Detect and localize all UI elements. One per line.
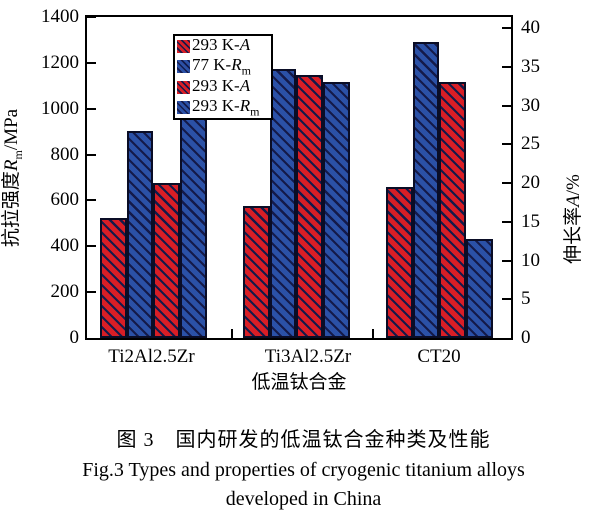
plot-area (87, 16, 511, 338)
legend-swatch-red-hatch (177, 80, 190, 94)
left-axis-tick (87, 291, 96, 294)
left-axis-tick-label: 1200 (41, 51, 79, 73)
left-axis-tick (87, 107, 96, 110)
left-axis-tick (87, 199, 96, 202)
right-axis-tick-label: 10 (521, 249, 540, 271)
legend-item: 77 K-Rm (175, 55, 271, 78)
bar-CT20-293K-Rm (466, 239, 493, 338)
x-category-label-Ti2Al2.5Zr: Ti2Al2.5Zr (108, 346, 195, 367)
right-axis-tick-label: 30 (521, 94, 540, 116)
right-axis-tick-label: 35 (521, 55, 540, 77)
legend-swatch-blue-hatch (177, 60, 190, 74)
right-axis-tick (502, 182, 511, 184)
legend-label: 77 K-Rm (192, 55, 251, 78)
legend-label: 293 K-A (192, 34, 251, 54)
left-axis-tick-label: 600 (50, 189, 80, 211)
left-axis-tick-label: 0 (69, 327, 80, 348)
legend-item: 293 K-A (175, 75, 271, 98)
right-axis-tick-label: 5 (521, 288, 531, 310)
bar-CT20-77K-Rm (412, 42, 440, 338)
legend-item: 293 K-A (175, 34, 271, 57)
bar-Ti2Al2.5Zr-293K-A (153, 183, 181, 338)
left-axis-tick-label: 1400 (41, 6, 79, 27)
right-axis-tick-label: 15 (521, 210, 540, 232)
plot-frame: 293 K-A 77 K-Rm 293 K-A 293 K-Rm (85, 15, 513, 340)
bar-Ti3Al2.5Zr-293K-A (296, 74, 324, 338)
caption-chinese: 图 3 国内研发的低温钛合金种类及性能 (116, 429, 491, 451)
legend-item: 293 K-Rm (175, 96, 271, 119)
left-axis-tick-label: 400 (50, 235, 80, 257)
left-axis-tick-label: 800 (50, 143, 80, 165)
right-axis-tick-label: 20 (521, 172, 540, 193)
legend-label: 293 K-A (192, 75, 251, 95)
right-axis-tick (502, 65, 511, 68)
left-axis-tick-label: 200 (50, 281, 80, 303)
caption-english-line1: Fig.3 Types and properties of cryogenic … (82, 459, 525, 481)
bar-Ti3Al2.5Zr-293K-A (243, 206, 270, 338)
right-axis-tick-label: 0 (521, 327, 531, 348)
caption-english-line2: developed in China (225, 488, 382, 510)
right-axis-tick-label: 25 (521, 133, 540, 155)
left-axis-tick (87, 153, 96, 156)
left-axis-tick (87, 245, 96, 248)
bar-Ti2Al2.5Zr-293K-A (100, 217, 127, 338)
legend-label: 293 K-Rm (192, 96, 260, 119)
right-axis-tick-label: 40 (521, 17, 540, 38)
bar-Ti3Al2.5Zr-293K-Rm (323, 82, 350, 338)
bar-Ti2Al2.5Zr-77K-Rm (126, 130, 154, 338)
left-axis-tick-label: 1000 (41, 97, 79, 119)
right-axis-tick (502, 143, 511, 146)
x-category-label-Ti3Al2.5Zr: Ti3Al2.5Zr (264, 346, 352, 367)
x-axis-tick (372, 329, 374, 338)
right-axis-tick (502, 104, 511, 107)
legend-swatch-blue-hatch (177, 101, 190, 115)
right-axis-tick (502, 220, 511, 223)
legend: 293 K-A 77 K-Rm 293 K-A 293 K-Rm (173, 34, 273, 120)
x-axis-tick (231, 329, 233, 338)
bar-CT20-293K-A (439, 82, 467, 338)
right-axis-tick (502, 259, 511, 262)
right-axis-tick (502, 27, 511, 29)
right-axis-tick (502, 298, 511, 301)
x-category-label-CT20: CT20 (417, 346, 461, 367)
legend-swatch-red-hatch (177, 39, 190, 53)
bar-Ti3Al2.5Zr-77K-Rm (269, 68, 297, 338)
x-axis-title: 低温钛合金 (251, 372, 347, 393)
left-axis-title: 抗拉强度Rm/MPa (1, 108, 25, 248)
bar-CT20-293K-A (386, 186, 413, 338)
left-axis-tick (87, 16, 96, 18)
left-axis-tick (87, 61, 96, 64)
